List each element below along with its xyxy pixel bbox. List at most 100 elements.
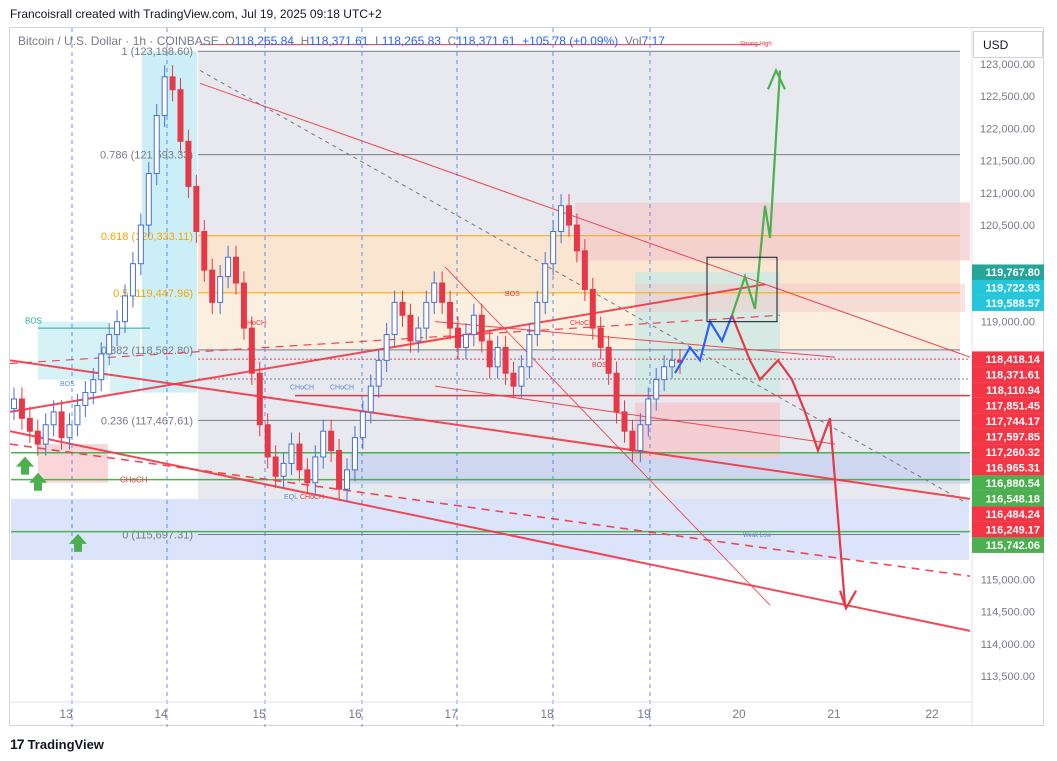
price-tag-label: 116,965.31 [986,462,1040,474]
annotation-strong-high: Strong High [740,41,772,47]
annotation-choch: CHoCH [120,476,148,485]
tradingview-logo[interactable]: 17 TradingView [10,736,104,752]
fib-level-label: 1 (123,198.60) [121,46,193,58]
annotation-choch: CHoCH [290,384,314,391]
candle-body [550,230,557,265]
change-value: +105.78 (+0.09%) [522,34,619,48]
candle-body [367,385,374,413]
candle-body [106,334,113,355]
trend-line [434,321,836,358]
chart-area[interactable]: 1 (123,198.60) 0.786 (121,593.33) 0.618 (1… [9,27,1045,727]
candle-body [18,398,25,419]
price-tag [972,490,1044,507]
stop-loss-zone [635,402,780,459]
price-tag [972,506,1044,522]
annotation-bos: BOS [505,291,520,298]
candle-body [423,301,430,329]
open-label: O [225,34,235,48]
x-tick-label: 14 [154,707,168,721]
trend-line [10,443,971,577]
candle-body [645,398,652,426]
candle-body [201,230,208,271]
close-label: C [447,34,457,48]
candle-body [272,456,279,477]
candle-body [518,366,525,387]
price-tag-label: 117,744.17 [986,416,1040,428]
target-box [706,256,778,323]
price-tag [972,351,1044,367]
trend-line [199,82,971,358]
annotation-choch: CHoCH [570,320,594,327]
fib-level-label: 0.786 (121,593.33) [100,150,193,162]
close-value: 118,371.61 [456,34,516,48]
candle-body [177,89,184,142]
price-tag-label: 118,371.61 [986,369,1040,381]
price-tag [972,366,1044,383]
box-zone-1 [38,321,108,380]
candle-body [542,263,549,303]
bear-case-path [730,314,847,606]
price-tag-label: 117,597.85 [986,431,1040,443]
candle-body [470,314,477,336]
annotation-bos: BOS [25,317,42,326]
price-tag [972,295,1044,311]
annotation-choch: CHoCH [300,494,324,501]
candle-body [137,224,144,265]
candle-body [82,392,89,406]
price-tag-label: 115,742.06 [986,540,1040,552]
candle-body [455,327,461,348]
candle-body [510,372,517,387]
candle-body [558,205,565,232]
candle-body [74,404,81,426]
candle-body [383,334,390,361]
candle-body [351,437,358,471]
fib-level-label: 0.382 (118,562.80) [101,345,193,357]
candle-body [209,269,216,303]
price-chart[interactable]: 1 (123,198.60) 0.786 (121,593.33) 0.618 (1… [10,28,1045,727]
candle-body [399,301,406,316]
chart-attribution: Francoisrall created with TradingView.co… [10,7,382,21]
fib-level-label: 0.236 (117,467.61) [101,415,193,427]
trend-line [444,266,771,606]
candle-body [129,263,136,297]
x-tick-label: 18 [540,707,554,721]
candle-body [161,76,168,117]
y-tick-label: 120,500.00 [980,220,1035,232]
candle-body [34,430,41,445]
candle-body [494,346,501,368]
candle-body [669,359,676,368]
trend-line [10,430,971,632]
candle-body [621,411,628,432]
vol-value: 7.17 [641,34,665,48]
y-tick-label: 121,000.00 [980,188,1035,200]
tradingview-logo-text: TradingView [27,736,104,752]
price-tag-label: 116,484.24 [986,509,1041,521]
candle-body [225,256,232,278]
candle-body [50,411,57,426]
candle-body [42,424,49,445]
candle-body [653,379,660,400]
candle-body [589,288,596,329]
high-label: H [300,34,310,48]
candle-body [534,301,541,336]
price-tag-label: 116,249.17 [986,524,1040,536]
up-arrow-icon [29,472,47,491]
base-case-path [674,314,734,374]
price-tag [972,382,1044,398]
x-tick-label: 21 [827,707,841,721]
symbol-name[interactable]: Bitcoin / U.S. Dollar · 1h · COINBASE [18,34,219,48]
candle-body [296,443,303,471]
candle-body [462,334,469,348]
price-tag-label: 116,880.54 [986,478,1041,490]
candle-body [478,314,485,342]
y-tick-label: 119,000.00 [981,317,1035,329]
price-tag-label: 119,722.93 [986,282,1040,294]
candle-body [320,430,327,458]
candle-body [122,295,128,323]
currency-selector[interactable]: USD [973,31,1043,58]
x-tick-label: 19 [637,707,651,721]
candle-body [447,301,454,329]
candle-body [486,340,493,368]
vol-label: Vol [624,34,642,48]
candle-body [613,372,620,413]
